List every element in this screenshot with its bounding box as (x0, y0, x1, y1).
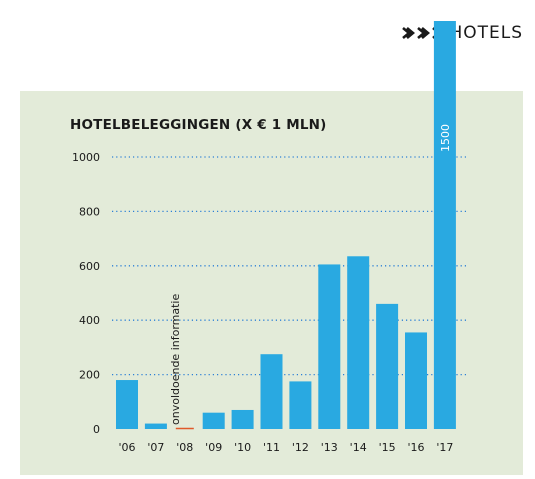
x-tick-label: '17 (436, 441, 453, 454)
x-tick-label: '12 (292, 441, 309, 454)
section-title: HOTELS (449, 23, 523, 43)
chart-title: HOTELBELEGGINGEN (X € 1 MLN) (70, 117, 327, 133)
x-tick-label: '13 (321, 441, 338, 454)
bar (405, 332, 427, 429)
bar (260, 354, 283, 429)
y-tick-label: 400 (79, 314, 100, 327)
y-tick-label: 0 (93, 423, 100, 436)
x-tick-label: '15 (379, 441, 396, 454)
x-tick-label: '10 (234, 441, 251, 454)
x-tick-label: '16 (407, 441, 424, 454)
x-tick-label: '14 (350, 441, 367, 454)
x-tick-label: '07 (147, 441, 164, 454)
bar (289, 381, 312, 429)
annotation-label: onvoldoende informatie (169, 294, 182, 425)
x-tick-label: '11 (263, 441, 280, 454)
bar (231, 409, 254, 429)
bar (144, 423, 167, 429)
y-tick-label: 1000 (72, 151, 100, 164)
bar (318, 264, 341, 429)
double-chevron-right-icon (417, 27, 431, 39)
bar (116, 380, 138, 429)
bar (347, 256, 370, 429)
x-tick-label: '09 (205, 441, 222, 454)
x-tick-label: '08 (176, 441, 193, 454)
x-tick-label: '06 (118, 441, 135, 454)
y-tick-label: 200 (79, 369, 100, 382)
bar (376, 303, 399, 429)
bar (433, 21, 456, 429)
bar (202, 412, 225, 429)
double-chevron-right-icon (402, 27, 416, 39)
y-tick-label: 600 (79, 260, 100, 273)
data-label: 1500 (439, 124, 452, 152)
y-tick-label: 800 (79, 205, 100, 218)
